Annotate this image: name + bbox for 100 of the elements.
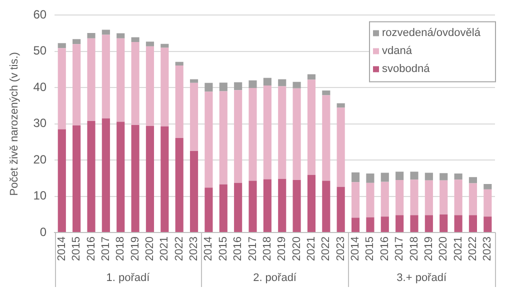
y-tick-label: 50 [33,44,47,58]
bar [410,172,418,180]
x-tick-label: 2021 [306,236,318,262]
x-tick-label: 2022 [320,236,332,262]
bar [72,125,81,232]
bar [468,215,478,232]
x-tick-label: 2014 [350,236,362,262]
bar [484,184,492,190]
bar [219,91,228,184]
bar [322,95,330,181]
bar [278,178,286,232]
bar [410,180,418,216]
bar [440,214,448,232]
x-tick-label: 2016 [378,236,391,262]
bar [175,66,184,138]
bar [454,215,462,232]
x-tick-label: 2014 [202,236,215,262]
x-tick-label: 2018 [114,236,127,262]
x-tick-label: 2018 [261,236,274,262]
bar [307,80,316,175]
bar [307,174,316,232]
x-tick-label: 2023 [482,236,494,262]
x-tick-label: 2015 [70,236,83,262]
bar [336,103,345,108]
bar [146,126,154,232]
text: 1. pořadí [106,272,151,284]
bar [72,39,81,44]
bar [366,173,374,183]
legend-label: rozvedená/ovdovělá [382,27,482,40]
bar [87,120,96,232]
x-tick-label: 2016 [85,236,98,262]
bar [234,82,242,90]
bar [410,215,418,232]
x-tick-label: 2015 [364,236,376,262]
bar [396,215,404,232]
x-tick-label: 2019 [276,236,288,262]
bar [424,172,433,180]
bar [116,122,125,232]
bar [351,182,360,218]
x-tick-label: 2019 [422,236,435,262]
bar [322,180,330,232]
bar [190,79,198,83]
bar [454,180,462,216]
y-tick-label: 10 [33,188,47,203]
bar [102,34,110,118]
bar [307,74,316,80]
bar [58,43,66,48]
bar [131,37,140,42]
bar [366,182,374,218]
bar [160,44,169,48]
x-tick-label: 2021 [452,236,464,262]
y-tick-label: 20 [33,152,47,166]
bar [87,32,96,38]
bar [72,44,81,126]
bar [278,79,286,86]
bar [234,182,242,232]
bar [336,186,345,232]
bar [292,180,301,232]
x-tick-label: 2017 [100,236,112,262]
bar [396,180,404,216]
bar [366,217,374,232]
bar [336,108,345,187]
y-tick-label: 60 [33,8,47,22]
x-tick-label: 2018 [408,236,420,262]
bar [351,218,360,232]
bar [146,46,154,126]
bar [380,216,389,232]
x-tick-label: 2023 [188,236,200,262]
bar [292,88,301,180]
bar [468,177,478,184]
bar [440,173,448,180]
x-tick-label: 2020 [144,236,156,262]
bar [484,189,492,217]
bar [58,129,66,232]
y-axis-title: Počet živě narozených (v tis.) [8,52,21,196]
x-tick-label: 2022 [173,236,186,262]
x-tick-label: 2023 [334,236,347,262]
x-tick-label: 2020 [290,236,303,262]
y-tick-label: 0 [40,224,47,239]
bar [160,48,169,126]
bar [484,216,492,232]
bar [204,92,213,188]
bar [102,30,110,35]
text: 3.+ pořadí [396,272,448,284]
bar [263,179,272,232]
bar [248,180,257,232]
x-tick-label: 2020 [438,236,450,262]
bar [131,124,140,232]
bar [380,172,389,182]
bar [454,173,462,180]
bar [424,215,433,232]
bar [248,88,257,181]
y-tick-label: 30 [33,116,47,130]
x-tick-label: 2016 [232,236,244,262]
bar [396,172,404,180]
bar [380,182,389,217]
bar [102,118,110,232]
bar [204,82,213,92]
bar [58,48,66,130]
bar [219,82,228,92]
